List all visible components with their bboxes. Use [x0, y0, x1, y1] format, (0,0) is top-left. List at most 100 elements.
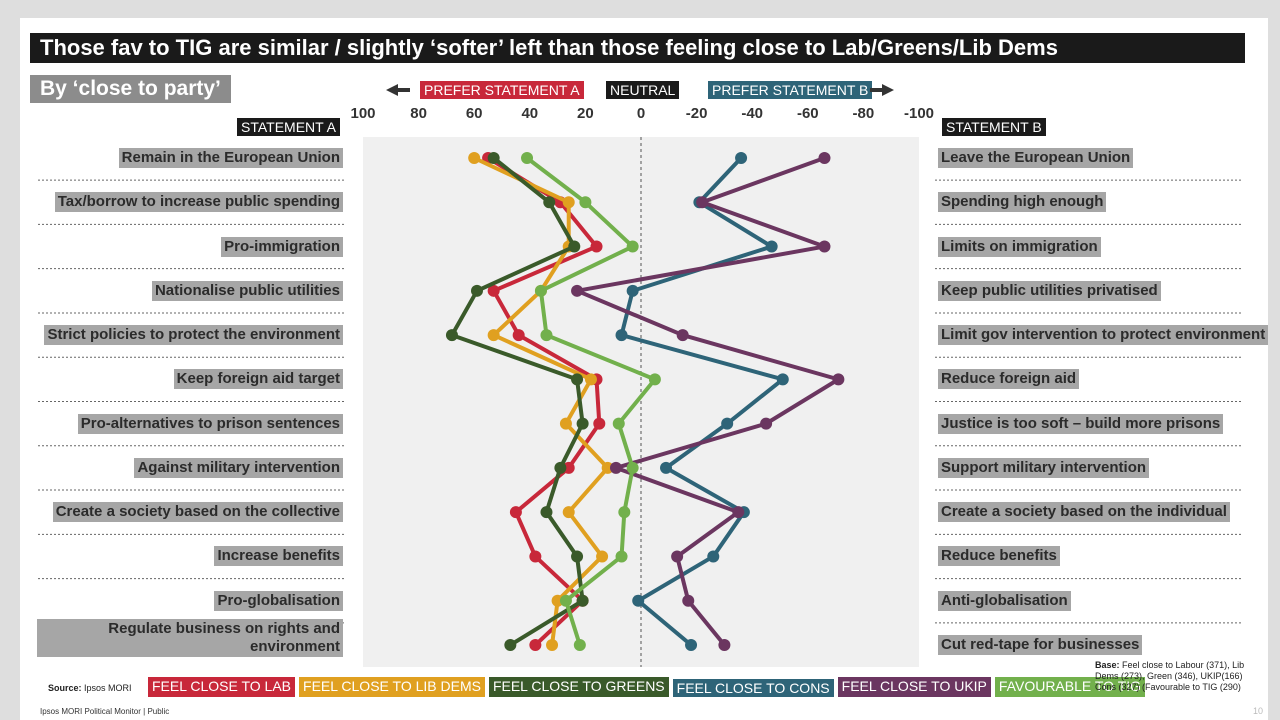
statement-b-label: Reduce foreign aid: [938, 369, 1080, 390]
data-point: [593, 417, 606, 430]
data-point: [573, 639, 586, 651]
data-point: [543, 196, 556, 209]
statement-b-label: Create a society based on the individual: [938, 502, 1230, 523]
statement-b-label: Reduce benefits: [938, 546, 1060, 567]
statement-a-label: Regulate business on rights and environm…: [37, 619, 343, 657]
data-point: [468, 152, 481, 164]
data-point: [632, 594, 645, 607]
data-point: [529, 550, 542, 563]
legend-item: FAVOURABLE TO TIG: [994, 677, 1146, 697]
data-point: [832, 373, 845, 386]
data-point: [626, 284, 639, 297]
legend: FEEL CLOSE TO LAB FEEL CLOSE TO LIB DEMS F…: [148, 677, 1146, 697]
statement-a-label: Pro-alternatives to prison sentences: [77, 413, 343, 434]
arrow-right: [870, 84, 894, 96]
statement-a-label: Against military intervention: [134, 457, 343, 478]
x-tick-label: 20: [577, 105, 594, 122]
data-point: [676, 329, 689, 342]
series-line: [449, 156, 585, 647]
data-point: [685, 639, 698, 651]
data-point: [590, 240, 603, 253]
direction-b: PREFER STATEMENT B: [708, 81, 873, 99]
data-point: [579, 196, 592, 209]
data-point: [718, 639, 731, 651]
data-point: [571, 550, 584, 563]
direction-a: PREFER STATEMENT A: [420, 81, 584, 99]
data-point: [615, 550, 628, 563]
statement-b-header: STATEMENT B: [942, 118, 1046, 136]
x-tick-label: 0: [637, 105, 645, 122]
data-point: [546, 639, 559, 651]
data-point: [521, 152, 534, 164]
statement-a-label: Strict policies to protect the environme…: [44, 325, 343, 346]
data-point: [596, 550, 609, 563]
source-text: Ipsos MORI: [84, 683, 132, 693]
statement-a-label: Pro-immigration: [221, 236, 343, 257]
statement-b-label: Limits on immigration: [938, 236, 1101, 257]
data-point: [540, 329, 553, 342]
legend-item: FEEL CLOSE TO LIB DEMS: [299, 677, 485, 697]
statement-b-label: Leave the European Union: [938, 148, 1134, 168]
data-point: [618, 506, 631, 519]
x-tick-label: -40: [741, 105, 763, 122]
data-point: [487, 152, 500, 164]
data-point: [626, 461, 639, 474]
x-tick-label: 80: [410, 105, 427, 122]
data-point: [735, 152, 748, 164]
legend-item: FEEL CLOSE TO LAB: [148, 677, 296, 697]
data-point: [559, 417, 572, 430]
data-point: [504, 639, 517, 651]
footer: Ipsos MORI Political Monitor | Public: [40, 707, 170, 716]
series-line: [525, 156, 657, 646]
data-point: [568, 240, 581, 253]
data-point: [601, 461, 614, 474]
data-point: [529, 639, 542, 651]
legend-item: FEEL CLOSE TO UKIP: [837, 677, 991, 697]
data-point: [487, 329, 500, 342]
data-point: [576, 417, 589, 430]
data-point: [470, 284, 483, 297]
data-point: [732, 506, 745, 519]
data-point: [540, 506, 553, 519]
data-point: [554, 461, 567, 474]
data-point: [818, 240, 831, 253]
data-point: [562, 506, 575, 519]
direction-neutral: NEUTRAL: [606, 81, 680, 99]
series-line: [487, 156, 602, 647]
data-point: [707, 550, 720, 563]
statement-a-label: Keep foreign aid target: [173, 369, 343, 390]
legend-item: FEEL CLOSE TO CONS: [672, 679, 834, 697]
data-point: [445, 329, 458, 342]
data-point: [534, 284, 547, 297]
x-tick-label: -80: [853, 105, 875, 122]
statement-b-label: Anti-globalisation: [938, 590, 1071, 611]
data-point: [776, 373, 789, 386]
data-point: [571, 284, 584, 297]
series-line: [575, 156, 841, 647]
page-number: 10: [1253, 706, 1264, 716]
x-tick-label: -20: [686, 105, 708, 122]
base: Base: Feel close to Labour (371), Lib De…: [1095, 660, 1255, 693]
data-point: [576, 594, 589, 607]
statement-a-label: Increase benefits: [214, 546, 343, 567]
x-tick-label: -100: [904, 105, 934, 122]
base-label: Base:: [1095, 660, 1120, 670]
statement-b-label: Keep public utilities privatised: [938, 280, 1161, 301]
data-point: [571, 373, 584, 386]
data-point: [696, 196, 709, 209]
data-point: [765, 240, 778, 253]
data-point: [551, 594, 564, 607]
data-point: [721, 417, 734, 430]
data-point: [512, 329, 525, 342]
data-point: [648, 373, 661, 386]
data-point: [612, 417, 625, 430]
statement-a-label: Pro-globalisation: [214, 590, 343, 611]
x-tick-label: 100: [350, 105, 375, 122]
source-label: Source:: [48, 683, 82, 693]
data-point: [509, 506, 522, 519]
data-point: [660, 461, 673, 474]
data-point: [671, 550, 684, 563]
x-tick-label: 40: [521, 105, 538, 122]
